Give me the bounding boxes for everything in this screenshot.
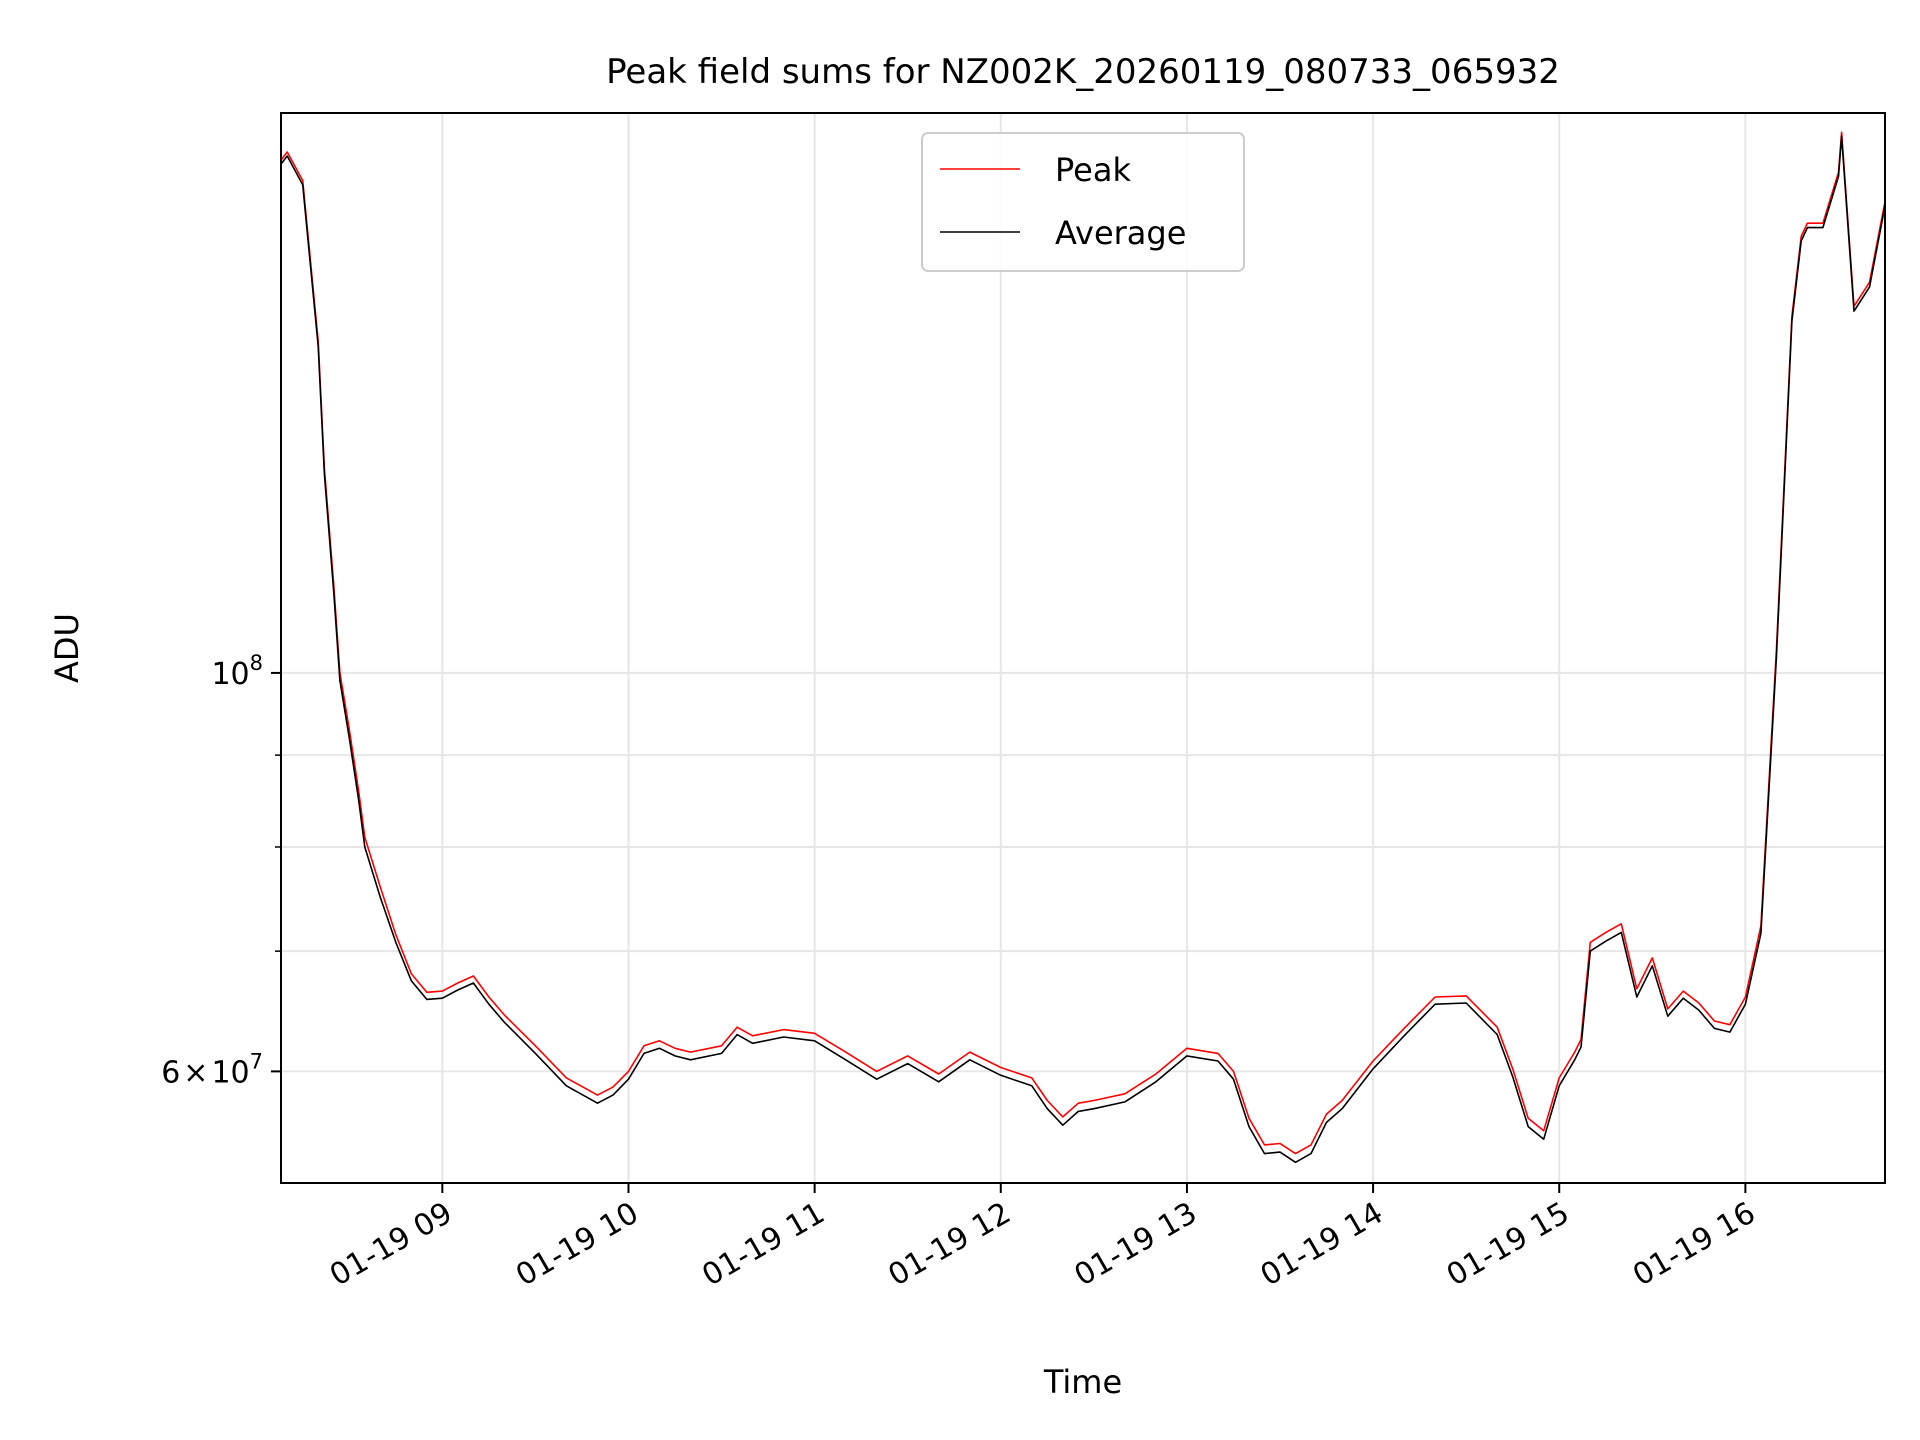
- legend-label-peak: Peak: [1055, 151, 1131, 189]
- plot-frame: [280, 112, 1886, 1184]
- legend-label-average: Average: [1055, 214, 1186, 252]
- series-line-peak: [280, 131, 1886, 1155]
- grid-lines: [281, 113, 1885, 1183]
- legend: Peak Average: [921, 132, 1245, 272]
- y-tick-label: 108: [211, 651, 263, 692]
- legend-box: [921, 132, 1245, 272]
- x-axis-label: Time: [1043, 1363, 1122, 1401]
- series-line-average: [280, 135, 1886, 1164]
- y-tick-label: 6 × 107: [161, 1049, 263, 1090]
- plot-lines: [280, 131, 1886, 1164]
- y-axis-label: ADU: [48, 613, 86, 683]
- y-axis-ticks: 108 6 × 107: [161, 651, 281, 1090]
- chart-title: Peak field sums for NZ002K_20260119_0807…: [606, 52, 1560, 92]
